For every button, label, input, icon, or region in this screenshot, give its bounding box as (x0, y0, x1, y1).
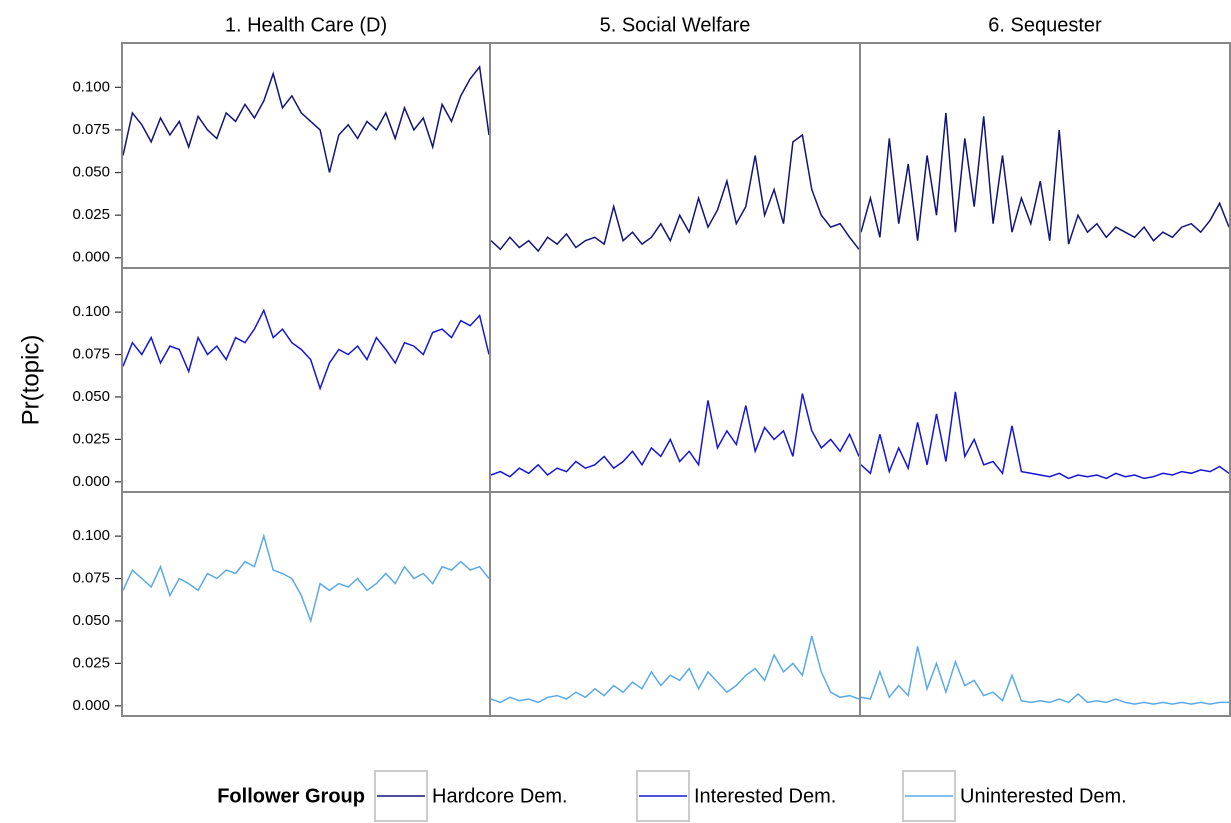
series-line (122, 308, 490, 391)
series-line (490, 636, 860, 704)
panel-border (859, 267, 1231, 493)
series-line (860, 646, 1229, 705)
panel-border (489, 42, 861, 269)
y-tick-label: 0.050 (72, 164, 110, 181)
series-line (122, 65, 490, 173)
y-tick-label: 0.050 (72, 612, 110, 629)
panel-border (121, 42, 491, 269)
legend-title: Follower Group (217, 785, 365, 807)
y-tick-label: 0.000 (72, 249, 110, 266)
series-line (122, 533, 490, 624)
facet-title: 6. Sequester (988, 14, 1102, 36)
y-tick-label: 0.000 (72, 473, 110, 490)
y-tick-label: 0.025 (72, 206, 110, 223)
panel-border (489, 491, 861, 717)
y-axis-label: Pr(topic) (17, 335, 44, 426)
panel-border (489, 267, 861, 493)
facet-title: 1. Health Care (D) (225, 14, 387, 36)
panel-border (121, 491, 491, 717)
y-tick-label: 0.075 (72, 346, 110, 363)
facet-title: 5. Social Welfare (600, 14, 751, 36)
y-tick-label: 0.050 (72, 388, 110, 405)
legend-label: Interested Dem. (694, 785, 836, 807)
y-tick-label: 0.000 (72, 697, 110, 714)
y-tick-label: 0.025 (72, 430, 110, 447)
legend-label: Hardcore Dem. (432, 785, 568, 807)
y-tick-label: 0.075 (72, 121, 110, 138)
panel-border (121, 267, 491, 493)
y-tick-label: 0.075 (72, 570, 110, 587)
y-tick-label: 0.100 (72, 78, 110, 95)
series-line (490, 393, 860, 478)
y-tick-label: 0.100 (72, 527, 110, 544)
series-line (490, 133, 860, 253)
series-line (860, 391, 1230, 480)
y-tick-label: 0.025 (72, 654, 110, 671)
y-tick-label: 0.100 (72, 303, 110, 320)
series-line (860, 112, 1230, 245)
legend-label: Uninterested Dem. (960, 785, 1127, 807)
panel-border (859, 491, 1231, 717)
